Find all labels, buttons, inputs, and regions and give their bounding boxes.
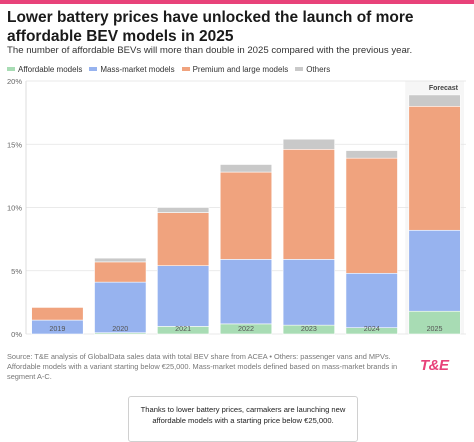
legend-label: Affordable models bbox=[18, 64, 83, 74]
legend-swatch bbox=[295, 67, 304, 71]
chart-subtitle: The number of affordable BEVs will more … bbox=[7, 45, 413, 56]
source-note: Source: T&E analysis of GlobalData sales… bbox=[7, 352, 398, 381]
chart-legend: Affordable models Mass-market models Premi… bbox=[7, 63, 330, 75]
bar-segment bbox=[408, 105, 461, 231]
bar-segment bbox=[157, 212, 210, 266]
te-logo: T&E bbox=[420, 357, 449, 374]
x-tick-label: 2019 bbox=[49, 324, 65, 333]
y-tick-label: 20% bbox=[7, 77, 22, 86]
legend-label: Mass-market models bbox=[100, 64, 175, 74]
bar-segment bbox=[282, 259, 335, 326]
y-tick-label: 15% bbox=[7, 140, 22, 149]
bar-segment bbox=[219, 164, 273, 173]
x-tick-label: 2024 bbox=[364, 324, 380, 333]
bar-segment bbox=[408, 94, 461, 107]
legend-label: Others bbox=[306, 64, 331, 74]
bar-segment bbox=[219, 171, 273, 260]
bar-segment bbox=[157, 265, 210, 327]
bar-segment bbox=[282, 149, 335, 260]
x-tick-label: 2020 bbox=[112, 324, 128, 333]
bar-segment bbox=[345, 157, 398, 274]
caption-callout: Thanks to lower battery prices, carmaker… bbox=[128, 396, 358, 442]
bar-segment bbox=[282, 138, 335, 150]
x-tick-label: 2025 bbox=[427, 324, 443, 333]
y-tick-label: 5% bbox=[11, 267, 22, 276]
bar-segment bbox=[219, 259, 273, 325]
y-tick-label: 10% bbox=[7, 204, 22, 213]
legend-label: Premium and large models bbox=[192, 64, 289, 74]
legend-item: Others bbox=[295, 65, 330, 74]
bar-segment bbox=[31, 307, 84, 321]
bar-segment bbox=[94, 257, 147, 263]
bar-segment bbox=[345, 272, 398, 328]
x-tick-label: 2021 bbox=[175, 324, 191, 333]
bar-segment bbox=[94, 261, 147, 283]
legend-swatch bbox=[7, 67, 15, 71]
stacked-bar-chart: 0% 5% 10% 15% 20% 2019 2020 2021 2022 2023 2024 202… bbox=[7, 77, 466, 339]
bar-segment bbox=[345, 150, 398, 159]
legend-item: Premium and large models bbox=[181, 64, 289, 74]
legend-swatch bbox=[181, 67, 190, 71]
legend-swatch bbox=[89, 67, 98, 71]
x-tick-label: 2023 bbox=[301, 324, 317, 333]
chart-title: Lower battery prices have unlocked the l… bbox=[7, 9, 414, 45]
top-accent-bar bbox=[0, 0, 474, 4]
legend-item: Mass-market models bbox=[89, 64, 175, 74]
bar-segment bbox=[157, 207, 210, 213]
bar-segment bbox=[408, 229, 461, 312]
legend-item: Affordable models bbox=[7, 65, 82, 74]
forecast-label: Forecast bbox=[429, 85, 459, 92]
x-tick-label: 2022 bbox=[238, 324, 254, 333]
y-tick-label: 0% bbox=[11, 330, 22, 339]
